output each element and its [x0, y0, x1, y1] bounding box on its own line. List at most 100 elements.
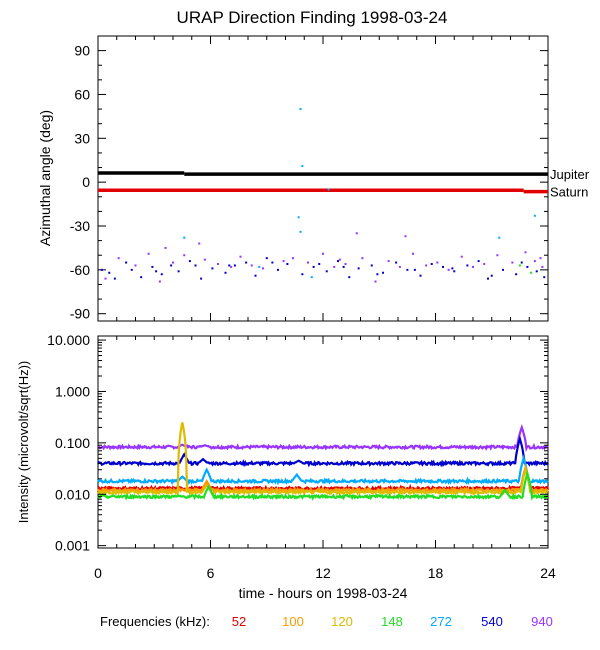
azimuth-point-940 — [344, 263, 347, 265]
azimuth-point-540 — [342, 265, 345, 268]
azimuth-point-540 — [194, 264, 197, 267]
jupiter-label: Jupiter — [550, 167, 590, 182]
azimuth-point-540 — [125, 261, 128, 264]
azimuth-point-540 — [160, 273, 163, 276]
intensity-y-tick-label: 10.000 — [47, 332, 90, 348]
azimuth-point-540 — [535, 270, 538, 273]
azimuth-point-540 — [477, 260, 480, 263]
intensity-y-tick-label: 0.010 — [55, 486, 90, 502]
saturn-label: Saturn — [550, 185, 588, 200]
azimuth-y-tick-label: 90 — [74, 43, 90, 59]
azimuth-point-272 — [299, 108, 302, 111]
azimuth-point-940 — [333, 265, 336, 268]
azimuth-y-tick-label: -30 — [70, 218, 90, 234]
azimuth-point-272 — [183, 236, 186, 239]
azimuth-point-540 — [151, 265, 154, 268]
azimuth-point-940 — [262, 267, 264, 270]
azimuth-point-940 — [338, 258, 341, 261]
intensity-line-272 — [97, 454, 549, 486]
azimuth-point-540 — [487, 277, 489, 280]
azimuth-point-540 — [271, 261, 274, 264]
azimuth-plot-frame — [97, 35, 549, 322]
azimuth-point-940 — [539, 257, 542, 260]
azimuth-point-940 — [250, 264, 253, 267]
azimuth-panel: 90 60 30 0 -30 -60 -90 Jupiter Saturn Azimuthal… — [37, 35, 590, 322]
azimuth-point-940 — [104, 277, 107, 280]
azimuth-point-148 — [518, 264, 521, 267]
azimuth-point-540 — [170, 264, 173, 267]
azimuth-point-940 — [398, 265, 401, 268]
azimuth-y-tick-label: 60 — [74, 86, 90, 102]
intensity-plot-frame — [97, 335, 549, 549]
azimuth-point-272 — [258, 265, 261, 268]
x-axis-label: time - hours on 1998-03-24 — [239, 585, 408, 601]
azimuth-point-540 — [155, 270, 158, 273]
intensity-line-120 — [97, 422, 549, 497]
frequency-legend-item-540: 540 — [481, 614, 503, 629]
x-tick-label: 0 — [94, 565, 102, 581]
azimuth-point-272 — [301, 165, 304, 168]
frequency-legend-item-120: 120 — [331, 614, 353, 629]
azimuth-point-940 — [447, 268, 450, 271]
azimuth-point-940 — [436, 261, 439, 264]
chart-title: URAP Direction Finding 1998-03-24 — [177, 8, 448, 27]
azimuth-point-540 — [370, 264, 373, 267]
azimuth-point-540 — [357, 267, 360, 270]
azimuth-point-940 — [460, 255, 463, 258]
azimuth-point-540 — [515, 273, 518, 276]
azimuth-point-540 — [177, 270, 180, 273]
azimuth-point-940 — [147, 252, 150, 255]
azimuth-point-540 — [442, 265, 444, 268]
intensity-panel: 10.000 1.000 0.100 0.010 0.001 0 6 12 18 24 Inte… — [16, 332, 556, 601]
azimuth-point-940 — [361, 257, 364, 260]
azimuth-point-940 — [496, 254, 499, 257]
intensity-line-940 — [97, 423, 549, 453]
azimuth-point-272 — [297, 216, 300, 219]
azimuth-point-540 — [224, 271, 227, 274]
azimuth-point-540 — [453, 270, 456, 273]
azimuth-point-540 — [318, 263, 321, 265]
azimuth-point-940 — [239, 255, 242, 258]
azimuth-point-540 — [228, 264, 231, 267]
azimuth-point-940 — [203, 258, 206, 261]
azimuth-point-540 — [466, 264, 469, 267]
azimuth-point-540 — [277, 268, 279, 271]
azimuth-point-940 — [172, 261, 174, 264]
azimuth-point-940 — [322, 252, 324, 255]
azimuth-point-940 — [425, 264, 428, 267]
intensity-y-tick-label: 1.000 — [55, 383, 90, 399]
azimuth-point-540 — [376, 273, 379, 276]
azimuth-point-540 — [245, 261, 248, 264]
frequency-legend: Frequencies (kHz): 52 100 120 148 272 540 940 — [100, 614, 553, 629]
azimuth-point-540 — [130, 268, 133, 271]
x-tick-label: 24 — [540, 565, 556, 581]
azimuth-point-540 — [451, 267, 454, 270]
azimuth-point-940 — [183, 254, 186, 257]
azimuth-point-540 — [430, 263, 433, 265]
azimuth-point-940 — [158, 280, 161, 283]
azimuth-y-tick-label: 0 — [82, 174, 90, 190]
azimuth-point-940 — [355, 232, 358, 235]
frequency-legend-item-272: 272 — [430, 614, 452, 629]
azimuth-point-940 — [217, 263, 219, 265]
azimuth-y-tick-label: 30 — [74, 130, 90, 146]
azimuth-point-940 — [387, 260, 390, 263]
azimuth-point-272 — [498, 236, 501, 239]
frequency-legend-item-100: 100 — [282, 614, 304, 629]
azimuth-point-540 — [140, 276, 143, 279]
azimuth-point-940 — [511, 261, 514, 264]
azimuth-point-540 — [265, 257, 268, 260]
azimuth-point-940 — [134, 264, 137, 267]
azimuth-point-540 — [413, 268, 416, 271]
azimuth-point-540 — [395, 261, 398, 264]
azimuth-y-tick-label: -60 — [70, 262, 90, 278]
azimuth-point-540 — [211, 267, 214, 270]
azimuth-point-540 — [200, 277, 203, 280]
frequency-legend-item-148: 148 — [381, 614, 403, 629]
azimuth-point-540 — [100, 268, 103, 271]
azimuth-point-540 — [526, 265, 529, 268]
azimuth-point-940 — [117, 257, 120, 260]
azimuth-y-tick-label: -90 — [70, 306, 90, 322]
azimuth-point-940 — [472, 265, 474, 268]
